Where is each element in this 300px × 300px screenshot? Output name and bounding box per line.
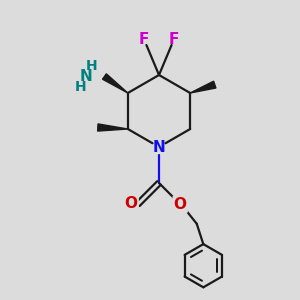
Text: N: N [153, 140, 165, 154]
Text: H: H [75, 80, 86, 94]
Polygon shape [190, 81, 216, 93]
Text: H: H [85, 59, 97, 73]
Text: O: O [125, 196, 138, 211]
Text: N: N [80, 69, 92, 84]
Text: F: F [139, 32, 149, 46]
Polygon shape [98, 124, 128, 131]
Polygon shape [103, 74, 128, 93]
Text: F: F [169, 32, 179, 46]
Text: O: O [174, 197, 187, 212]
